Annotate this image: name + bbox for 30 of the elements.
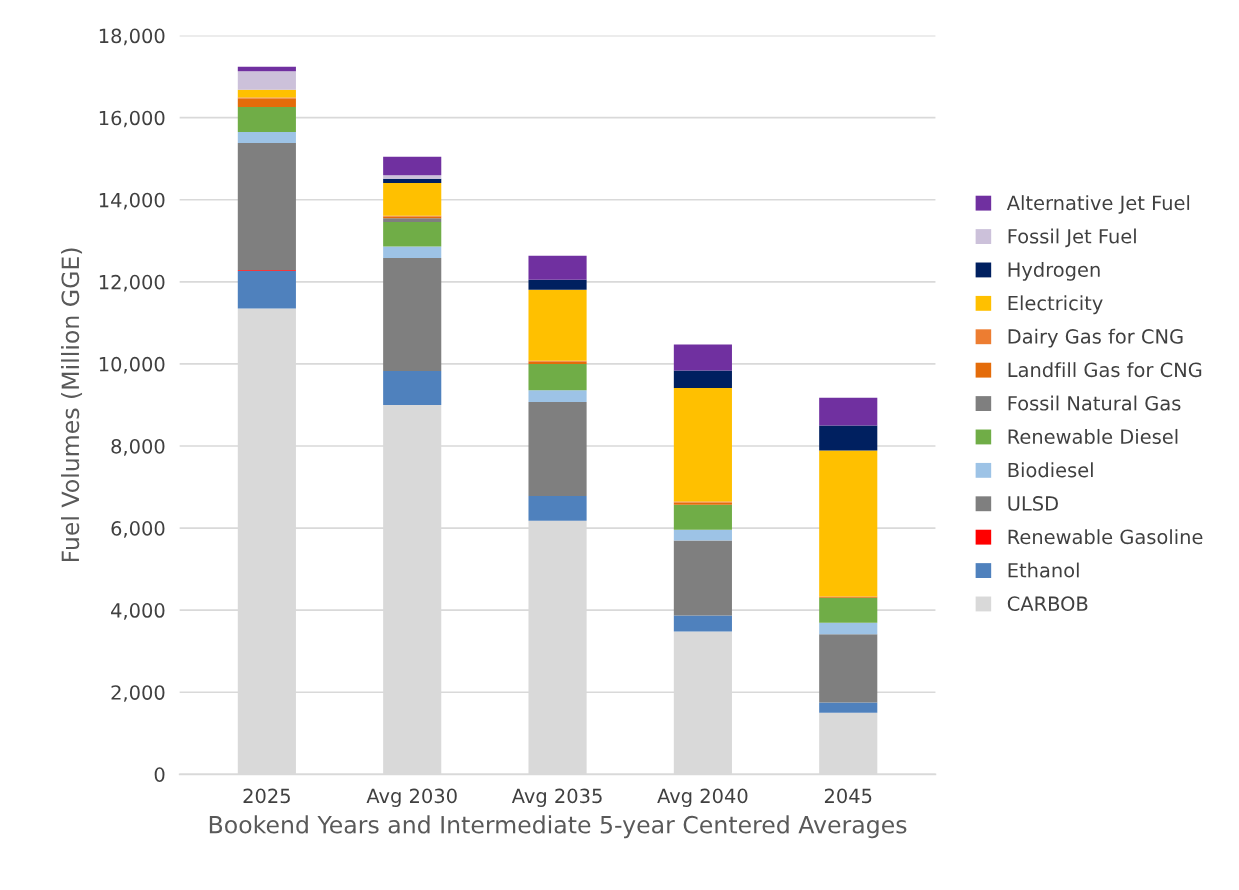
legend-label: Ethanol: [1008, 562, 1079, 578]
y-tick-label: 8,000: [111, 438, 165, 456]
x-axis-title: Bookend Years and Intermediate 5-year Centered Averages: [209, 815, 907, 839]
y-axis-title: Fuel Volumes (Million GGE): [60, 248, 83, 562]
x-tick-label: Avg 2040: [657, 788, 748, 808]
y-tick-label: 2,000: [111, 685, 165, 702]
y-tick-label: 16,000: [99, 110, 165, 128]
legend-label: Biodiesel: [1008, 462, 1093, 478]
legend-label: Electricity: [1008, 295, 1103, 315]
y-tick-label: 14,000: [99, 192, 165, 210]
legend-label: Hydrogen: [1008, 261, 1100, 281]
x-tick-label: Avg 2035: [511, 788, 602, 808]
y-tick-label: 0: [154, 767, 165, 782]
legend-label: Renewable Diesel: [1008, 428, 1178, 444]
legend-label: Fossil Jet Fuel: [1008, 228, 1136, 248]
x-tick-label: 2025: [243, 788, 290, 804]
legend-label: Renewable Gasoline: [1008, 529, 1203, 545]
legend-label: ULSD: [1008, 496, 1058, 511]
y-tick-label: 18,000: [99, 28, 165, 46]
legend-label: Fossil Natural Gas: [1008, 395, 1181, 411]
legend-label: Landfill Gas for CNG: [1008, 362, 1202, 378]
legend-label: Alternative Jet Fuel: [1006, 195, 1190, 214]
y-tick-label: 6,000: [111, 521, 165, 538]
legend-label: Dairy Gas for CNG: [1008, 328, 1183, 348]
x-tick-label: 2045: [824, 788, 872, 804]
x-tick-label: Avg 2030: [366, 788, 457, 808]
legend-label: CARBOB: [1007, 596, 1088, 611]
y-tick-label: 10,000: [99, 356, 165, 374]
y-tick-label: 4,000: [111, 603, 165, 620]
y-tick-label: 12,000: [99, 274, 165, 292]
